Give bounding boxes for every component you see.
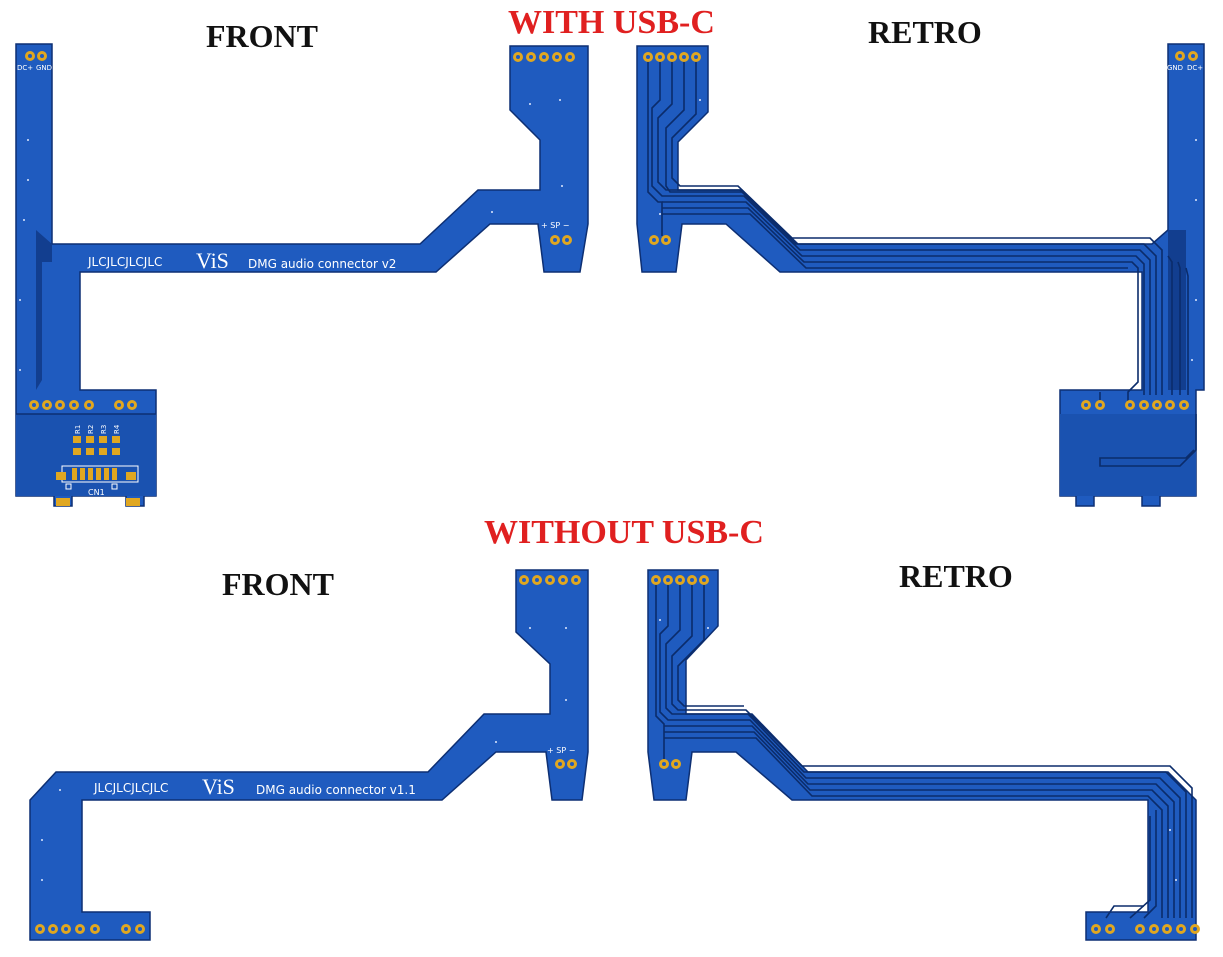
pad [37,51,47,61]
usb-c-connector-footprint [56,465,140,506]
signal-traces [647,57,1197,467]
pin-label-gnd: GND [1167,64,1183,72]
board-v11-front-outline [29,569,589,941]
signal-traces [655,580,1193,919]
speaker-label: + SP − [547,746,575,755]
pin-label-dc: DC+ [17,64,33,72]
svg-text:R3: R3 [100,425,108,434]
board-title: DMG audio connector v1.1 [256,783,416,797]
resistor-array: R1 R2 R3 R4 [73,424,121,455]
svg-text:R2: R2 [87,425,95,434]
brand-text: JLCJLCJLCJLC [87,255,162,269]
retro-top-label: RETRO [868,14,982,50]
svg-text:R1: R1 [74,425,82,434]
board-v2-retro: GND DC+ [636,43,1205,507]
usb-area [1060,414,1196,496]
board-v11-retro-outline [647,569,1197,941]
connector-label: CN1 [88,488,105,497]
pin-label-dc: DC+ [1187,64,1203,72]
speaker-label: + SP − [541,221,569,230]
pad [25,51,35,61]
board-v2-front-copper-pour [36,230,52,390]
board-title: DMG audio connector v2 [248,257,396,271]
pad [1175,51,1185,61]
with-usbc-heading: WITH USB-C [508,4,715,41]
via-dots [19,99,1197,881]
front-bottom-label: FRONT [222,566,334,602]
svg-text:R4: R4 [113,424,121,434]
brand-text: JLCJLCJLCJLC [93,781,168,795]
front-top-label: FRONT [206,18,318,54]
vis-logo: ViS [202,774,235,799]
board-v11-retro [647,569,1200,941]
copper-pour [1168,230,1186,390]
board-v11-front: + SP − JLCJLCJLCJLC ViS DMG audio connec… [29,569,589,941]
board-v2-front: DC+ GND + SP − JLCJLCJLCJLC ViS DMG audi… [15,43,589,507]
pin-label-gnd: GND [36,64,52,72]
without-usbc-heading: WITHOUT USB-C [484,514,764,551]
retro-bottom-label: RETRO [899,558,1013,594]
pad [1188,51,1198,61]
vis-logo: ViS [196,248,229,273]
